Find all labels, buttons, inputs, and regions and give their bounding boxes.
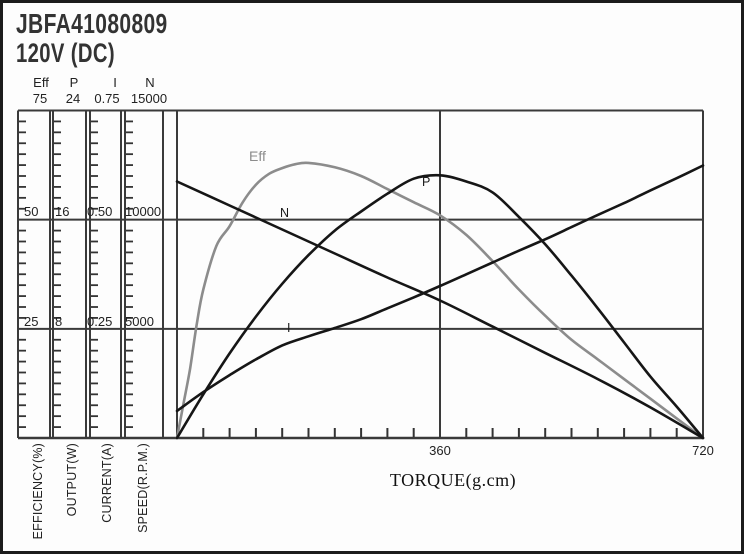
- vertical-lines: [17, 110, 704, 438]
- axis-name-speed: SPEED(R.P.M.): [136, 443, 150, 533]
- axis-tick-label: 8: [55, 314, 63, 329]
- axis-name-efficiency: EFFICIENCY(%): [31, 443, 45, 540]
- axis-tick-label: 25: [24, 314, 39, 329]
- page-subtitle: 120V (DC): [16, 38, 116, 68]
- x-tick-720: 720: [692, 443, 714, 458]
- n-curve: [175, 180, 705, 440]
- axis-tick-label: 0.50: [87, 204, 113, 219]
- axis-name-output: OUTPUT(W): [65, 443, 79, 517]
- axis-tick-label: 24: [65, 91, 81, 106]
- page-title: JBFA41080809: [16, 8, 168, 39]
- x-axis-ticks: [202, 428, 678, 437]
- curve-label-eff: Eff: [249, 148, 266, 164]
- axis-tick-label: 5000: [125, 314, 154, 329]
- eff-curve: [175, 161, 705, 440]
- axis-symbol-n: N: [145, 75, 155, 90]
- curve-label-n: N: [280, 206, 290, 220]
- x-tick-360: 360: [429, 443, 451, 458]
- axis-symbol-i: I: [113, 75, 117, 90]
- axis-tick-label: 10000: [125, 204, 162, 219]
- axis-name-current: CURRENT(A): [100, 443, 114, 523]
- axis-symbol-p: P: [69, 75, 79, 90]
- axis-tick-label: 15000: [130, 91, 168, 106]
- axis-tick-label: 75: [32, 91, 48, 106]
- axis-symbol-eff: Eff: [33, 75, 49, 90]
- axis-tick-label: 0.25: [87, 314, 113, 329]
- curve-label-p: P: [422, 175, 431, 189]
- axis-tick-label: 0.75: [94, 91, 120, 106]
- chart-canvas: [17, 109, 705, 440]
- column-ticks: [19, 120, 133, 428]
- x-axis-title: TORQUE(g.cm): [389, 470, 517, 490]
- axis-tick-label: 50: [24, 204, 39, 219]
- i-curve: [175, 164, 705, 413]
- curve-label-i: I: [287, 321, 291, 335]
- axis-tick-label: 16: [55, 204, 70, 219]
- p-curve: [175, 173, 705, 440]
